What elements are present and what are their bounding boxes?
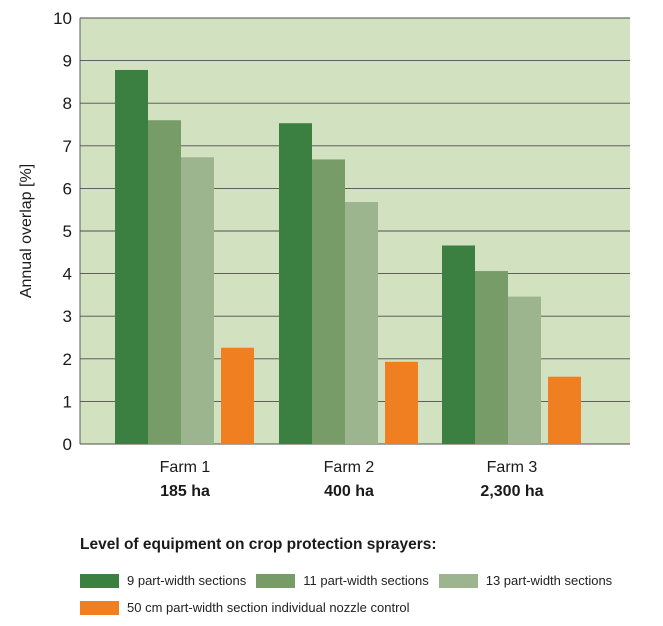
- x-tick-sublabel: 185 ha: [160, 483, 210, 500]
- legend-title: Level of equipment on crop protection sp…: [80, 536, 437, 553]
- y-axis-label: Annual overlap [%]: [18, 164, 35, 298]
- bar: [312, 159, 345, 444]
- x-tick-sublabel: 2,300 ha: [480, 483, 543, 500]
- bar: [148, 120, 181, 445]
- bar: [115, 69, 148, 445]
- legend-item-13-sections: 13 part-width sections: [438, 573, 613, 588]
- y-tick-label: 6: [63, 179, 72, 198]
- y-tick-label: 4: [63, 265, 72, 284]
- bar: [345, 202, 378, 444]
- y-tick-label: 9: [63, 52, 72, 71]
- legend-label: 9 part-width sections: [127, 573, 247, 588]
- y-tick-label: 7: [63, 137, 72, 156]
- y-tick-label: 1: [63, 392, 72, 411]
- bar: [385, 361, 418, 444]
- legend-item-nozzle-control: 50 cm part-width section individual nozz…: [80, 600, 410, 615]
- legend-label: 11 part-width sections: [303, 573, 429, 588]
- bar: [221, 347, 254, 444]
- bar: [475, 271, 508, 444]
- x-tick-labels: Farm 1 185 ha Farm 2 400 ha Farm 3 2,300 ha: [160, 459, 544, 500]
- bar: [442, 245, 475, 444]
- legend-item-11-sections: 11 part-width sections: [256, 573, 429, 588]
- y-tick-label: 0: [63, 435, 72, 454]
- x-tick-label: Farm 2: [324, 459, 375, 476]
- legend-swatch: [80, 573, 119, 588]
- x-tick-label: Farm 3: [487, 459, 538, 476]
- x-tick-sublabel: 400 ha: [324, 483, 374, 500]
- legend-item-9-sections: 9 part-width sections: [80, 573, 246, 588]
- legend-row-1: 9 part-width sections 11 part-width sect…: [80, 573, 622, 588]
- legend-swatch: [256, 573, 296, 588]
- y-tick-labels: 0 1 2 3 4 5 6 7 8 9 10: [53, 9, 72, 454]
- legend-swatch: [80, 600, 119, 615]
- y-tick-label: 3: [63, 307, 72, 326]
- x-tick-label: Farm 1: [160, 459, 211, 476]
- legend-label: 50 cm part-width section individual nozz…: [127, 600, 410, 615]
- y-tick-label: 8: [63, 94, 72, 113]
- y-tick-label: 5: [63, 222, 72, 241]
- y-tick-label: 2: [63, 350, 72, 369]
- bar: [508, 296, 541, 444]
- bar: [548, 376, 581, 444]
- legend-swatch: [438, 573, 478, 588]
- bar: [279, 123, 312, 445]
- bar: [181, 157, 214, 444]
- bars: [115, 69, 581, 445]
- legend-label: 13 part-width sections: [485, 573, 613, 588]
- y-tick-label: 10: [53, 9, 72, 28]
- legend-row-2: 50 cm part-width section individual nozz…: [80, 600, 420, 615]
